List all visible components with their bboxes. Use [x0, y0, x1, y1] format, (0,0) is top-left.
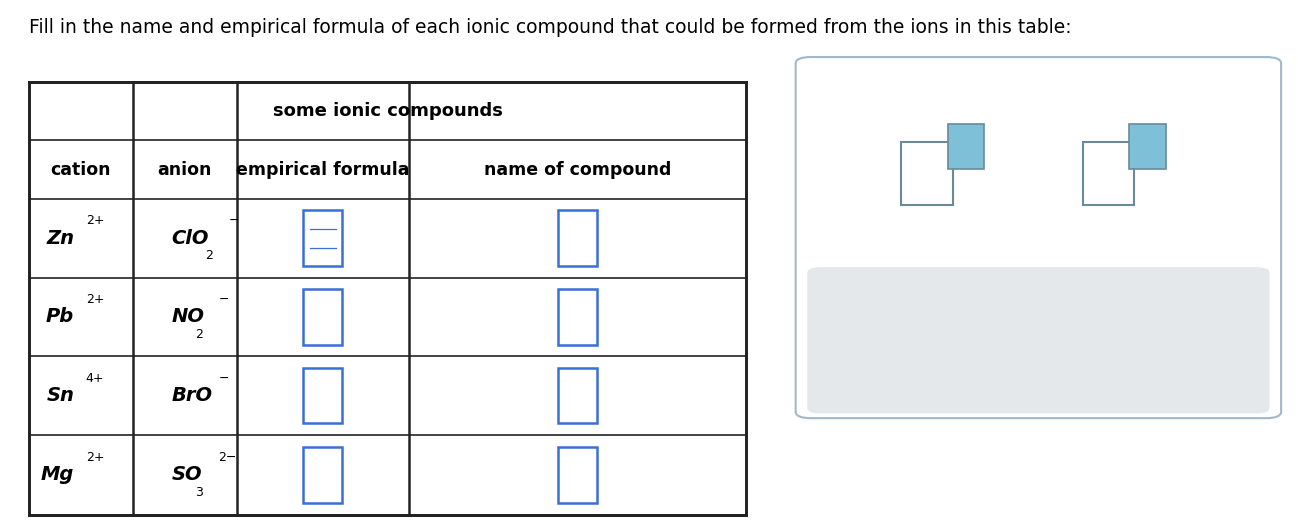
- Text: 2+: 2+: [86, 293, 104, 306]
- Text: 2+: 2+: [86, 214, 104, 227]
- Text: BrO: BrO: [171, 386, 213, 405]
- Text: NO: NO: [171, 307, 205, 326]
- Text: Zn: Zn: [47, 229, 74, 248]
- Text: ?: ?: [1177, 325, 1190, 349]
- Bar: [304, 368, 343, 423]
- FancyBboxPatch shape: [796, 57, 1281, 418]
- Bar: [304, 447, 343, 503]
- Bar: [29, 82, 746, 515]
- Bar: [1083, 142, 1134, 205]
- Text: ↺: ↺: [1028, 325, 1049, 349]
- Bar: [1129, 124, 1166, 169]
- Bar: [558, 368, 597, 423]
- Bar: [304, 211, 343, 266]
- Bar: [558, 211, 597, 266]
- Text: empirical formula: empirical formula: [236, 161, 410, 178]
- Text: −: −: [228, 214, 239, 227]
- Text: 2+: 2+: [86, 451, 104, 464]
- Bar: [558, 289, 597, 345]
- Text: 2: 2: [205, 249, 213, 262]
- Text: 4+: 4+: [86, 372, 104, 385]
- Text: cation: cation: [51, 161, 110, 178]
- Text: −: −: [218, 293, 228, 306]
- Text: SO: SO: [171, 466, 202, 485]
- Text: −: −: [218, 372, 228, 385]
- Text: ClO: ClO: [171, 229, 209, 248]
- Text: Mg: Mg: [40, 466, 74, 485]
- Text: ×: ×: [883, 325, 903, 349]
- Bar: [901, 142, 953, 205]
- Bar: [948, 124, 984, 169]
- Text: 3: 3: [195, 486, 202, 499]
- Text: anion: anion: [157, 161, 212, 178]
- Text: 2−: 2−: [218, 451, 236, 464]
- Text: 2: 2: [195, 328, 202, 341]
- Text: Pb: Pb: [45, 307, 74, 326]
- FancyBboxPatch shape: [807, 267, 1269, 413]
- Text: Fill in the name and empirical formula of each ionic compound that could be form: Fill in the name and empirical formula o…: [29, 18, 1071, 37]
- Text: Sn: Sn: [47, 386, 74, 405]
- Text: some ionic compounds: some ionic compounds: [273, 102, 502, 120]
- Text: name of compound: name of compound: [484, 161, 671, 178]
- Bar: [304, 289, 343, 345]
- Bar: [558, 447, 597, 503]
